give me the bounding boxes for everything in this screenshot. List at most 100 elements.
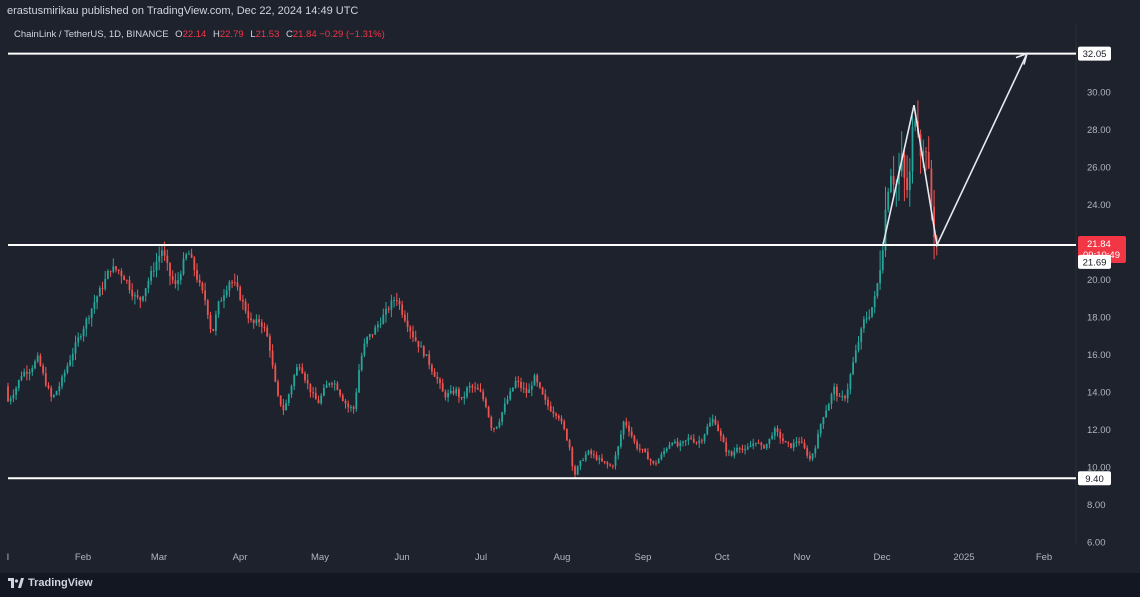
candle-body: [333, 383, 336, 385]
candle-body: [852, 362, 854, 375]
candle-body: [579, 460, 582, 467]
y-tick-label: 30.00: [1087, 88, 1111, 99]
candle-body: [401, 304, 404, 315]
candle-body: [58, 386, 61, 392]
candle-body: [144, 288, 147, 297]
candle-body: [657, 459, 660, 464]
candle-body: [603, 461, 606, 463]
candle-body: [406, 320, 409, 328]
candle-body: [690, 437, 692, 439]
candle-body: [309, 383, 312, 393]
candle-body: [44, 373, 47, 386]
candle-body: [228, 282, 231, 291]
candle-body: [509, 391, 512, 400]
candle-body: [460, 396, 463, 399]
candle-body: [514, 380, 517, 388]
candle-body: [676, 441, 679, 447]
y-tick-label: 20.00: [1087, 275, 1111, 286]
candle-body: [355, 392, 358, 409]
candle-body: [266, 327, 269, 337]
user-drawings[interactable]: [882, 52, 1029, 248]
candle-body: [809, 455, 811, 460]
candle-body: [471, 385, 474, 388]
candle-body: [88, 318, 90, 320]
price-axis-area[interactable]: [1076, 24, 1140, 544]
candle-body: [85, 319, 88, 329]
candle-body: [857, 342, 860, 351]
candle-body: [336, 383, 339, 390]
candle-body: [512, 387, 514, 392]
candle-body: [252, 320, 255, 324]
tradingview-logo[interactable]: TradingView: [8, 577, 93, 589]
candle-body: [404, 314, 406, 321]
candle-body: [493, 428, 495, 430]
high-value: 22.79: [219, 29, 244, 40]
candle-body: [630, 431, 633, 437]
candle-body: [863, 319, 865, 329]
change-value: −0.29 (−1.31%): [319, 29, 385, 40]
candle-body: [239, 287, 242, 300]
candle-body: [825, 410, 827, 418]
x-tick-label: Feb: [1036, 552, 1052, 563]
candle-body: [838, 395, 841, 397]
candle-body: [614, 455, 617, 466]
candle-body: [671, 443, 674, 445]
y-tick-label: 6.00: [1087, 538, 1106, 549]
candle-body: [927, 151, 930, 169]
candle-body: [749, 445, 752, 448]
y-tick-label: 16.00: [1087, 350, 1111, 361]
candle-body: [296, 367, 298, 376]
price-chart[interactable]: Feb Mar Apr May Jun Jul Aug Sep Oct Nov Dec 2025 Feb…: [0, 24, 1140, 573]
x-tick-label: Jul: [475, 552, 487, 563]
candle-body: [71, 353, 74, 361]
candle-body: [269, 336, 271, 351]
candle-body: [860, 328, 863, 343]
candle-body: [306, 380, 309, 384]
candle-body: [660, 454, 663, 460]
candle-body: [881, 250, 884, 271]
candle-body: [233, 282, 236, 284]
trend-drawing-path[interactable]: [882, 53, 1028, 248]
candle-body: [487, 406, 490, 417]
x-tick-label: Jun: [394, 552, 409, 563]
y-tick-label: 26.00: [1087, 163, 1111, 174]
candle-body: [485, 399, 487, 407]
candle-body: [736, 447, 738, 452]
candle-body: [609, 464, 611, 466]
candle-body: [768, 438, 771, 444]
candle-body: [822, 417, 825, 425]
low-label: L: [250, 29, 256, 40]
candle-body: [679, 442, 682, 447]
candle-body: [98, 288, 101, 297]
candle-body: [574, 466, 576, 475]
candle-body: [498, 421, 501, 427]
horizontal-levels[interactable]: 32.05 9.40: [8, 46, 1111, 486]
candle-body: [212, 329, 215, 331]
time-axis[interactable]: Feb Mar Apr May Jun Jul Aug Sep Oct Nov Dec 2025 Feb…: [7, 552, 1053, 563]
candle-body: [112, 266, 115, 272]
candle-body: [582, 459, 584, 461]
candle-body: [452, 390, 455, 394]
candle-body: [255, 319, 258, 324]
candle-body: [884, 209, 887, 251]
candle-body: [620, 434, 622, 447]
brand-name: TradingView: [28, 577, 93, 589]
candle-body: [557, 415, 560, 419]
candle-body: [23, 371, 26, 377]
candle-body: [374, 327, 377, 335]
candle-body: [28, 371, 31, 374]
candle-body: [806, 448, 809, 456]
candle-body: [55, 391, 58, 396]
candle-body: [876, 283, 879, 297]
candle-body: [652, 460, 655, 464]
candle-body: [231, 282, 233, 284]
chart-panel[interactable]: [0, 24, 1140, 573]
candle-body: [752, 443, 755, 446]
candle-body: [455, 388, 458, 394]
candle-body: [344, 400, 347, 404]
candle-body: [571, 447, 574, 467]
candle-body: [779, 431, 782, 439]
candle-body: [655, 463, 657, 465]
level-price-tag: [1078, 46, 1111, 61]
candle-body: [31, 368, 34, 372]
